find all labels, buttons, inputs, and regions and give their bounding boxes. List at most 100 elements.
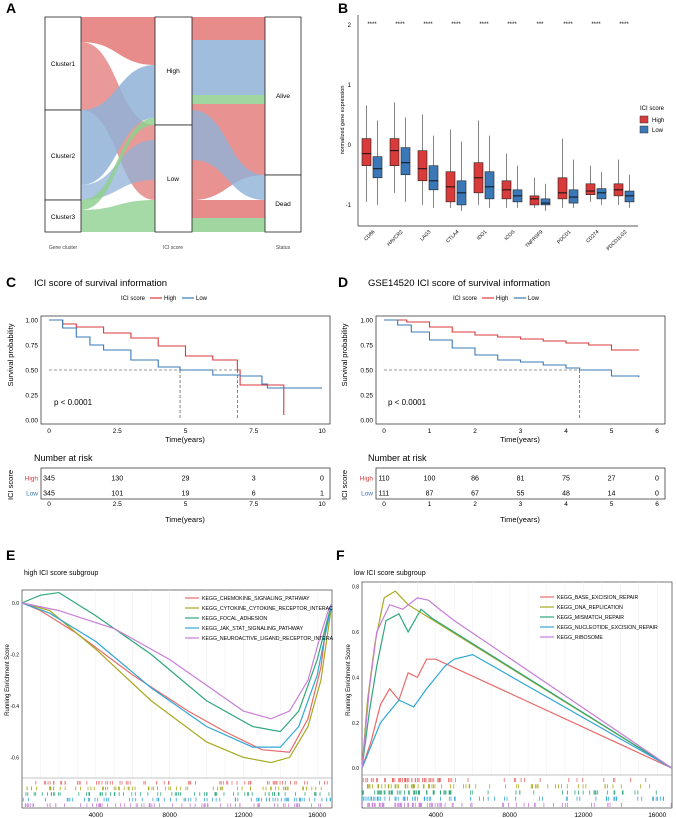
c-pvalue: p < 0.0001 xyxy=(54,398,93,407)
c-risk-rowlabel-High: High xyxy=(25,476,39,483)
b-sig-IDO1: **** xyxy=(479,22,489,28)
d-risk-Low-3: 55 xyxy=(517,491,525,498)
d-risk-xtick-4: 4 xyxy=(564,501,568,508)
d-risk-xtick-1: 1 xyxy=(428,501,432,508)
f-ytick-0.4: 0.4 xyxy=(352,675,359,681)
b-ytick-0: 0 xyxy=(348,143,352,149)
panel-d: D GSE14520 ICI score of survival informa… xyxy=(338,274,666,524)
f-curve-3 xyxy=(361,654,673,769)
c-risk-Low-1: 101 xyxy=(111,491,123,498)
e-xtick-12000: 12000 xyxy=(234,812,252,818)
panel-a-letter: A xyxy=(6,0,16,16)
f-ylabel: Running Enrichment Score xyxy=(346,643,352,715)
b-box-PDCD1LG2-Low xyxy=(624,190,635,203)
c-ytick-0.75: 0.75 xyxy=(25,343,38,350)
e-legend-label-1: KEGG_CYTOKINE_CYTOKINE_RECEPTOR_INTERAC xyxy=(202,606,333,612)
b-xtick-ICOS: ICOS xyxy=(504,229,517,242)
e-ytick-0: 0.0 xyxy=(12,601,19,607)
d-legend-low: Low xyxy=(528,296,540,302)
b-box-LAG3-High xyxy=(417,150,428,182)
d-km-plot: 0.00 0.25 0.50 0.75 1.00 0 1 2 3 4 5 6 xyxy=(360,315,666,435)
c-risk-High-1: 130 xyxy=(111,476,123,483)
panel-e-letter: E xyxy=(6,547,15,563)
flow-c3-high xyxy=(81,118,155,210)
b-legend-high: High xyxy=(652,118,664,124)
flow-high-alive-blue xyxy=(192,40,265,95)
panel-c-letter: C xyxy=(6,274,16,290)
d-risk-Low-1: 87 xyxy=(426,491,434,498)
d-risk-ylabel: ICI score xyxy=(340,470,349,500)
f-xtick-12000: 12000 xyxy=(574,812,592,818)
d-risk-High-0: 110 xyxy=(378,476,389,483)
e-curve-4 xyxy=(21,602,333,720)
c-legend-title: ICI score xyxy=(121,296,146,302)
f-title: low ICI score subgroup xyxy=(354,570,426,577)
b-box-PDCD1-High xyxy=(557,177,568,200)
e-gsea-plot: 0.0 -0.2 -0.4 -0.6 4000 8000 12000 16000 xyxy=(10,589,333,818)
c-risk-rowlabel-Low: Low xyxy=(26,491,38,498)
b-legend-high-key xyxy=(639,115,649,124)
b-xtick-PDCD1LG2: PDCD1LG2 xyxy=(605,229,628,252)
f-legend-label-2: KEGG_MISMATCH_REPAIR xyxy=(557,615,624,621)
b-box-TNFRSF9-Low xyxy=(540,198,551,206)
b-xtick-CTLA4: CTLA4 xyxy=(445,229,460,244)
d-risk-High-5: 27 xyxy=(608,476,616,483)
f-xtick-16000: 16000 xyxy=(648,812,666,818)
f-ytick-0: 0.0 xyxy=(352,766,359,772)
flow-low-dead-blue xyxy=(192,110,265,200)
b-box-HAVCR2-Low xyxy=(400,147,411,176)
f-ytick-0.6: 0.6 xyxy=(352,630,359,636)
label-dead: Dead xyxy=(275,201,291,208)
d-risk-High-2: 86 xyxy=(471,476,479,483)
b-box-IDO1-Low xyxy=(484,171,495,200)
d-ylabel: Survival probability xyxy=(340,323,349,386)
axis-label-ici-score: ICI score xyxy=(163,245,183,251)
b-sig-LAG3: **** xyxy=(423,22,433,28)
panel-d-letter: D xyxy=(338,274,348,290)
e-curve-3 xyxy=(21,602,333,748)
c-ytick-0.5: 0.50 xyxy=(25,368,38,375)
c-risk-xtick-3: 7.5 xyxy=(249,501,258,508)
f-legend-label-1: KEGG_DNA_REPLICATION xyxy=(557,605,623,611)
d-risk-rowlabel-Low: Low xyxy=(361,491,373,498)
d-xtick-1: 1 xyxy=(428,428,432,435)
e-ytick--0.2: -0.2 xyxy=(10,652,19,658)
d-xtick-2: 2 xyxy=(473,428,477,435)
e-xtick-16000: 16000 xyxy=(308,812,326,818)
c-ytick-0.25: 0.25 xyxy=(25,393,38,400)
d-risk-Low-0: 111 xyxy=(379,491,390,498)
b-ytick-1: 1 xyxy=(348,83,352,89)
b-box-CD86-High xyxy=(361,138,372,167)
b-box-HAVCR2-High xyxy=(389,138,400,167)
f-gsea-plot: 0.0 0.2 0.4 0.6 0.8 4000 8000 12000 16000 xyxy=(352,581,673,818)
c-risk-Low-3: 6 xyxy=(252,491,256,498)
e-legend-label-0: KEGG_CHEMOKINE_SIGNALING_PATHWAY xyxy=(202,596,310,602)
d-xtick-0: 0 xyxy=(382,428,386,435)
stratum-low xyxy=(154,124,193,233)
d-ytick-0: 0.00 xyxy=(360,418,373,425)
d-ytick-1: 1.00 xyxy=(360,318,373,325)
b-boxes xyxy=(361,102,635,211)
d-risk-xtick-2: 2 xyxy=(473,501,477,508)
d-curve-High xyxy=(384,319,639,351)
b-xtick-IDO1: IDO1 xyxy=(476,229,489,242)
d-risk-rowlabel-High: High xyxy=(360,476,374,483)
f-legend-label-0: KEGG_BASE_EXCISION_REPAIR xyxy=(557,595,638,601)
e-curve-2 xyxy=(21,591,333,733)
e-ylabel: Running Enrichment Score xyxy=(5,643,11,715)
c-xtick-10: 10 xyxy=(318,428,326,435)
e-ytick--0.6: -0.6 xyxy=(10,755,19,761)
e-xtick-4000: 4000 xyxy=(89,812,104,818)
panel-e: E high ICI score subgroup 0.0 -0.2 -0.4 -0.… xyxy=(5,547,334,818)
d-risk-Low-6: 0 xyxy=(655,491,659,498)
c-risk-title: Number at risk xyxy=(34,453,93,463)
stratum-high xyxy=(154,16,193,126)
d-curve-Low xyxy=(384,319,640,377)
f-ytick-0.8: 0.8 xyxy=(352,585,359,591)
d-title: GSE14520 ICI score of survival informati… xyxy=(368,278,550,289)
c-risk-xtick-1: 2.5 xyxy=(113,501,122,508)
e-xtick-8000: 8000 xyxy=(162,812,177,818)
f-legend-label-3: KEGG_NUCLEOTIDE_EXCISION_REPAIR xyxy=(557,625,658,631)
c-curve-Low xyxy=(49,319,322,389)
